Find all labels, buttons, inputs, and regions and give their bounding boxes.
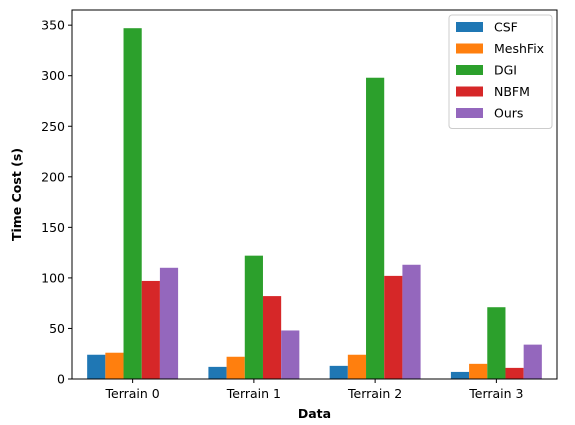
y-tick-label: 0 — [57, 372, 65, 387]
x-axis: Terrain 0 Terrain 1 Terrain 2 Terrain 3 — [105, 379, 524, 401]
bar-ours-2 — [402, 264, 421, 379]
y-tick-label: 300 — [41, 68, 65, 83]
bar-dgi-0 — [123, 28, 142, 379]
bar-ours-1 — [281, 330, 300, 379]
bar-meshfix-1 — [226, 356, 245, 379]
bar-ours-3 — [523, 344, 542, 379]
x-axis-title: Data — [298, 406, 331, 421]
bar-meshfix-3 — [469, 363, 488, 379]
y-tick-label: 350 — [41, 18, 65, 33]
plot-area-frame — [71, 9, 558, 380]
legend-swatch-dgi — [456, 65, 483, 75]
legend: CSF MeshFix DGI NBFM Ours — [448, 14, 553, 129]
y-axis: 0 50 100 150 200 250 300 350 — [41, 18, 72, 387]
legend-label-dgi: DGI — [494, 63, 517, 78]
legend-label-ours: Ours — [494, 106, 523, 121]
bar-dgi-1 — [244, 255, 263, 379]
legend-label-nbfm: NBFM — [494, 84, 530, 99]
bar-nbfm-2 — [384, 275, 403, 379]
legend-swatch-nbfm — [456, 86, 483, 97]
bar-csf-2 — [329, 365, 348, 379]
legend-swatch-ours — [456, 108, 483, 118]
bar-csf-0 — [87, 354, 106, 379]
y-tick-label: 200 — [41, 169, 65, 184]
y-tick-label: 250 — [41, 119, 65, 134]
y-tick-label: 100 — [41, 270, 65, 285]
bar-dgi-3 — [487, 307, 506, 379]
bar-csf-3 — [450, 371, 470, 379]
bar-nbfm-0 — [141, 280, 160, 379]
bar-dgi-2 — [366, 77, 385, 379]
bar-meshfix-2 — [347, 354, 367, 379]
legend-swatch-csf — [456, 22, 483, 32]
bar-ours-0 — [159, 267, 179, 379]
bar-nbfm-1 — [262, 296, 282, 379]
bar-nbfm-3 — [505, 367, 524, 379]
y-tick-label: 50 — [49, 321, 65, 336]
legend-swatch-meshfix — [456, 43, 483, 54]
y-tick-label: 150 — [41, 220, 65, 235]
x-tick-label: Terrain 0 — [105, 386, 160, 401]
bars-layer — [87, 28, 542, 379]
bar-meshfix-0 — [105, 352, 124, 379]
y-axis-title: Time Cost (s) — [9, 148, 24, 241]
legend-label-csf: CSF — [494, 20, 518, 35]
x-tick-label: Terrain 1 — [226, 386, 281, 401]
legend-label-meshfix: MeshFix — [494, 41, 544, 56]
x-tick-label: Terrain 3 — [468, 386, 523, 401]
bar-csf-1 — [208, 366, 227, 379]
legend-box — [448, 14, 553, 129]
x-tick-label: Terrain 2 — [347, 386, 402, 401]
